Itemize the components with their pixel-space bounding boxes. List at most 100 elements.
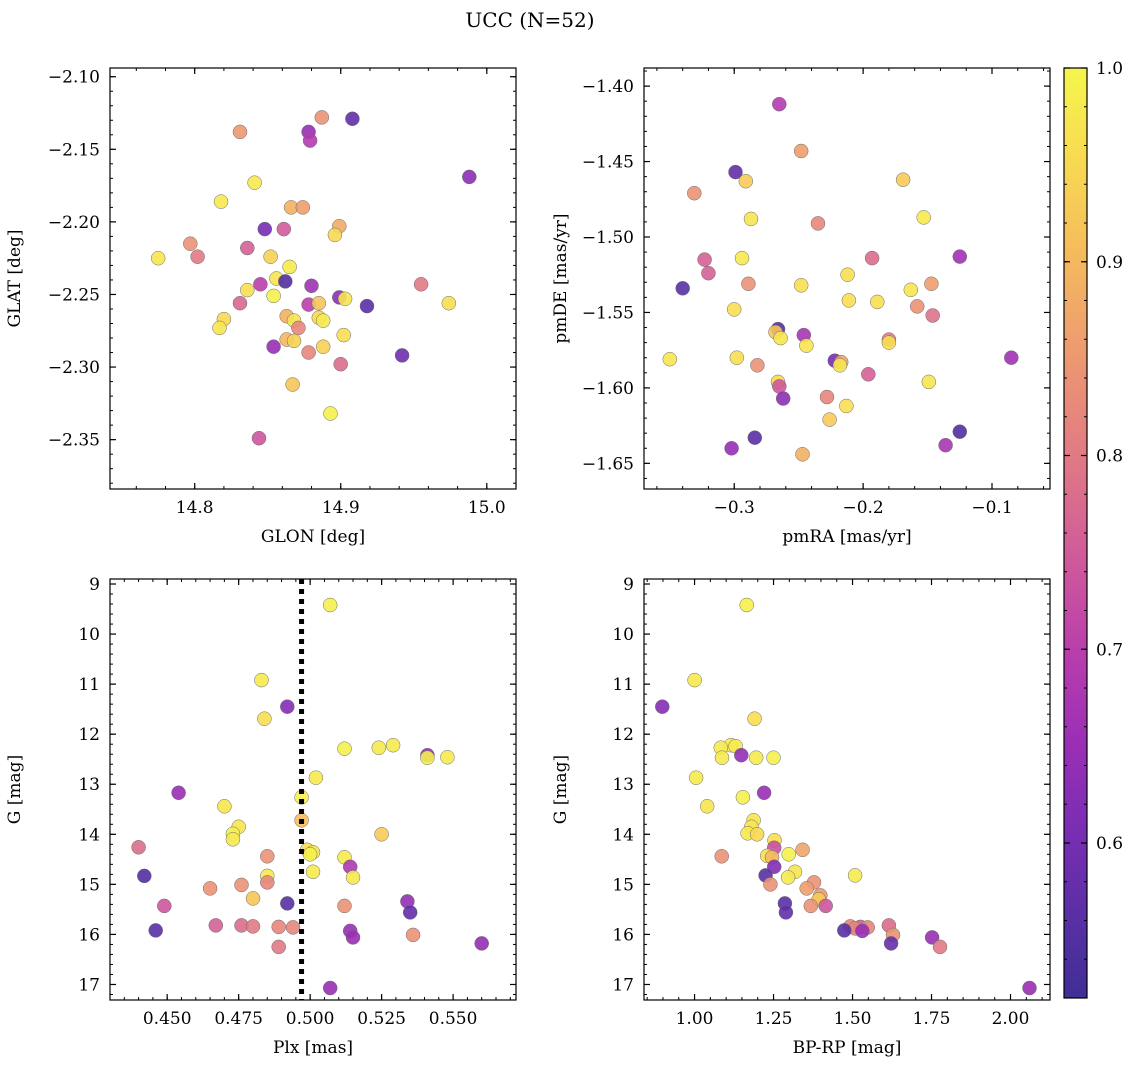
scatter-point xyxy=(266,339,281,354)
y-tick-label: 17 xyxy=(612,975,634,995)
y-tick-label: −2.15 xyxy=(48,140,100,160)
scatter-point xyxy=(282,259,297,275)
scatter-point xyxy=(245,891,261,906)
y-tick-label: −1.45 xyxy=(582,153,634,173)
scatter-point xyxy=(212,320,227,336)
scatter-point xyxy=(734,250,750,266)
scatter-point xyxy=(405,927,421,943)
scatter-point xyxy=(315,339,331,354)
scatter-point xyxy=(183,236,198,251)
scatter-point xyxy=(855,923,870,939)
scatter-point xyxy=(253,277,268,292)
scatter-point xyxy=(799,338,814,353)
y-tick-label: 12 xyxy=(612,725,634,745)
y-tick-label: 10 xyxy=(612,625,634,645)
scatter-point xyxy=(271,919,286,935)
scatter-point xyxy=(394,348,410,363)
y-tick-label: −2.20 xyxy=(48,213,100,233)
scatter-point xyxy=(749,827,765,842)
scatter-point xyxy=(766,750,781,765)
scatter-point xyxy=(772,96,787,112)
x-tick-label: −0.2 xyxy=(842,498,883,518)
scatter-point xyxy=(861,367,876,382)
scatter-point xyxy=(739,597,754,613)
scatter-point xyxy=(840,267,855,282)
scatter-point xyxy=(266,288,281,304)
scatter-point xyxy=(655,699,670,714)
scatter-point xyxy=(295,200,311,215)
scatter-point xyxy=(697,252,712,267)
y-tick-label: −2.35 xyxy=(48,431,100,451)
scatter-point xyxy=(773,330,788,346)
panel-pmra-pmde: −0.3 −0.2 −0.1 −1.65 −1.60 −1.55 −1.50 −1.45 −1.… xyxy=(551,67,1051,547)
scatter-point xyxy=(305,864,321,880)
panel-plx-g: 0.450 0.475 0.500 0.525 0.550 9 10 11 12 13 14 15 16… xyxy=(5,575,517,1058)
scatter-point xyxy=(750,358,765,373)
scatter-point xyxy=(738,173,754,189)
x-tick-label: 1.50 xyxy=(834,1009,872,1029)
y-tick-label: −2.10 xyxy=(48,68,100,88)
axes-frame xyxy=(109,67,517,490)
scatter-point xyxy=(839,398,854,414)
x-tick-label: 1.00 xyxy=(676,1009,714,1029)
scatter-point xyxy=(775,391,791,406)
axes-frame xyxy=(643,67,1051,490)
x-tick-label: 2.00 xyxy=(992,1009,1030,1029)
scatter-point xyxy=(772,379,787,394)
y-tick-label: −1.55 xyxy=(582,303,634,323)
y-tick-label: 13 xyxy=(612,775,634,795)
y-tick-label: −2.25 xyxy=(48,285,100,305)
scatter-point xyxy=(336,327,351,343)
scatter-point xyxy=(952,424,968,439)
scatter-point xyxy=(837,923,852,938)
scatter-point xyxy=(743,211,759,227)
scatter-point xyxy=(322,980,338,996)
colorbar: 0.6 0.7 0.8 0.9 1.0 xyxy=(1063,59,1123,999)
x-tick-label: −0.3 xyxy=(714,498,755,518)
y-tick-label: 9 xyxy=(89,575,100,595)
scatter-point xyxy=(327,227,343,243)
y-tick-label: 15 xyxy=(612,875,634,895)
y-axis-label: GLAT [deg] xyxy=(5,229,25,327)
scatter-point xyxy=(1004,350,1019,365)
y-axis-label: G [mag] xyxy=(551,755,571,824)
scatter-point xyxy=(916,210,931,225)
scatter-point xyxy=(232,295,248,311)
y-axis-label: pmDE [mas/yr] xyxy=(551,213,571,343)
scatter-point xyxy=(285,920,301,935)
scatter-point xyxy=(260,875,275,890)
scatter-point xyxy=(741,276,756,292)
x-tick-label: 0.550 xyxy=(429,1009,478,1029)
axes-frame xyxy=(643,578,1051,1001)
scatter-point xyxy=(734,747,749,763)
scatter-point xyxy=(748,750,764,765)
scatter-point xyxy=(345,930,361,945)
scatter-point xyxy=(308,770,324,785)
y-tick-label: 14 xyxy=(612,825,634,845)
scatter-point xyxy=(728,164,743,180)
scatter-point xyxy=(688,770,704,785)
scatter-point xyxy=(314,110,330,125)
scatter-point xyxy=(413,277,429,292)
scatter-point xyxy=(687,185,702,201)
y-tick-label: 16 xyxy=(78,925,100,945)
y-tick-label: −1.50 xyxy=(582,228,634,248)
x-tick-label: −0.1 xyxy=(971,498,1012,518)
scatter-point xyxy=(337,291,353,307)
scatter-point xyxy=(799,881,814,896)
scatter-point xyxy=(280,896,295,911)
scatter-point xyxy=(795,842,810,858)
y-tick-label: 14 xyxy=(78,825,100,845)
scatter-point xyxy=(881,335,897,350)
scatter-point xyxy=(260,849,275,864)
scatter-point xyxy=(952,249,968,264)
scatter-point xyxy=(286,333,302,349)
scatter-point xyxy=(150,250,166,266)
scatter-point xyxy=(724,441,739,456)
scatter-point xyxy=(157,898,172,914)
y-tick-label: −1.60 xyxy=(582,379,634,399)
scatter-point xyxy=(714,750,730,765)
scatter-point xyxy=(474,936,489,951)
scatter-point xyxy=(870,294,885,310)
